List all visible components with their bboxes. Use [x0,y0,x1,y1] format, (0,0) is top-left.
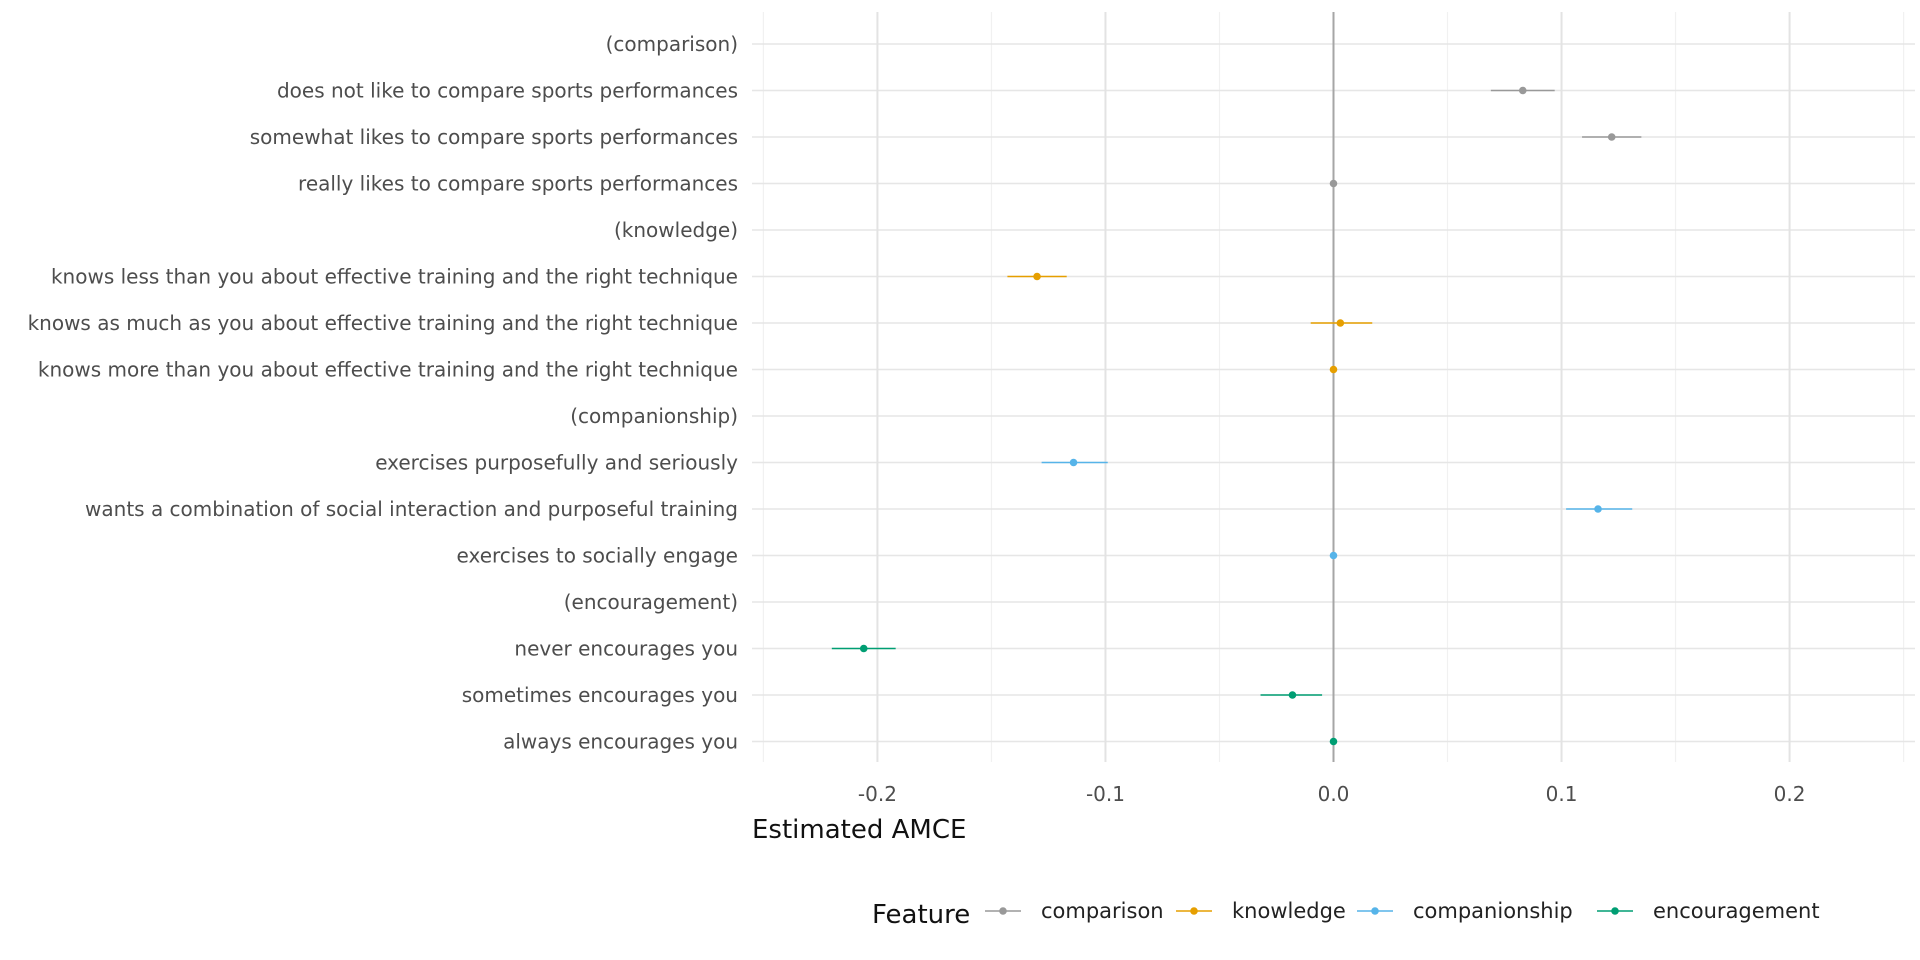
y-group-label: (knowledge) [614,218,738,242]
estimate-point [1607,133,1616,141]
estimate-point [1329,179,1338,188]
estimate-point [1329,737,1338,746]
y-group-label: (comparison) [606,32,738,56]
estimate-marks [831,86,1642,746]
legend-title: Feature [872,900,970,930]
y-level-label: never encourages you [514,637,738,661]
x-axis-title: Estimated AMCE [752,815,966,845]
estimate-point [1069,458,1078,467]
estimate-point [1594,505,1602,513]
legend: Feature comparison knowledge companionship e… [872,899,1820,930]
x-tick-label: 0.2 [1774,782,1806,806]
legend-key-point [999,907,1007,915]
estimate-point [1288,691,1297,699]
estimate-point [1329,365,1338,374]
legend-label-knowledge: knowledge [1232,899,1346,923]
estimate-point [1329,551,1338,560]
y-level-label: knows less than you about effective trai… [51,265,738,289]
legend-label-comparison: comparison [1041,899,1164,923]
y-level-label: somewhat likes to compare sports perform… [250,125,738,149]
x-tick-label: -0.1 [1086,782,1125,806]
y-level-label: exercises to socially engage [457,544,738,568]
y-level-label: exercises purposefully and seriously [375,451,738,475]
legend-key-point [1611,907,1619,915]
y-level-label: always encourages you [503,730,738,754]
y-level-label: wants a combination of social interactio… [85,497,738,521]
estimate-point [1518,86,1527,95]
estimate-point [859,644,868,653]
legend-label-companionship: companionship [1413,899,1573,923]
y-level-label: really likes to compare sports performan… [298,172,738,196]
y-level-label: knows more than you about effective trai… [38,358,738,382]
y-group-label: (companionship) [570,404,738,428]
legend-label-encouragement: encouragement [1653,899,1820,923]
x-axis-labels: -0.2 -0.1 0.0 0.1 0.2 [858,782,1806,806]
x-tick-label: 0.1 [1546,782,1578,806]
y-level-label: knows as much as you about effective tra… [28,311,738,335]
y-level-label: does not like to compare sports performa… [277,79,738,103]
x-tick-label: 0.0 [1318,782,1350,806]
estimate-point [1033,272,1041,281]
legend-key-point [1190,907,1198,915]
y-level-label: sometimes encourages you [462,683,738,707]
estimate-point [1336,319,1345,327]
legend-key-point [1371,907,1379,915]
x-tick-label: -0.2 [858,782,897,806]
y-group-label: (encouragement) [564,590,738,614]
y-axis-labels: (comparison) does not like to compare spo… [28,32,739,754]
